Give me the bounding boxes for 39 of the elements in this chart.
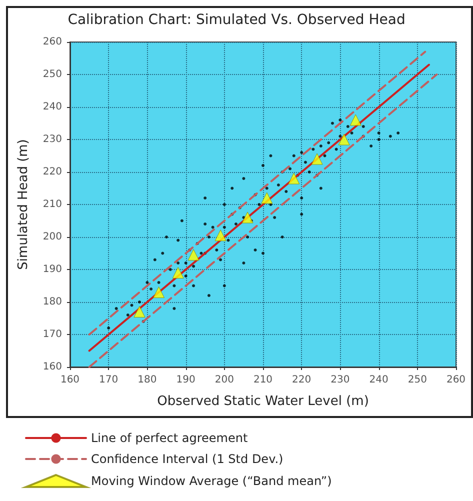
y-tick-label: 240 [42, 102, 62, 112]
point [350, 114, 362, 126]
y-tick-label: 220 [42, 166, 62, 178]
x-tick-label: 260 [446, 374, 466, 386]
point [172, 267, 184, 278]
point [261, 192, 273, 204]
y-tick-label: 190 [42, 264, 62, 275]
x-tick-label: 200 [214, 374, 234, 386]
point [214, 230, 226, 242]
legend-label: Moving Window Average (“Band mean”) [91, 474, 332, 488]
legend-label: Line of perfect agreement [91, 431, 248, 445]
y-tick-label: 170 [42, 329, 62, 340]
y-tick-label: 160 [42, 362, 62, 372]
chart-title: Calibration Chart: Simulated Vs. Observed Head [68, 12, 406, 28]
y-tick-label: 180 [42, 296, 62, 308]
legend-label: Confidence Interval (1 Std Dev.) [91, 452, 284, 466]
y-tick-label: 250 [42, 69, 62, 80]
x-tick-label: 160 [60, 374, 80, 386]
x-tick-label: 180 [138, 374, 157, 386]
y-tick-label: 200 [42, 232, 62, 242]
point [188, 249, 200, 261]
y-axis-title: Simulated Head (m) [16, 139, 31, 270]
x-tick-label: 190 [176, 374, 196, 386]
point [338, 134, 350, 146]
point [134, 306, 146, 318]
x-tick-label: 250 [408, 374, 427, 386]
x-tick-label: 240 [369, 374, 388, 386]
x-tick-label: 220 [292, 374, 312, 386]
point [242, 212, 254, 224]
x-axis-title: Observed Static Water Level (m) [157, 394, 369, 409]
y-tick-label: 210 [42, 199, 62, 210]
x-tick-label: 230 [330, 374, 350, 386]
x-tick-label: 210 [253, 374, 273, 386]
y-tick-label: 230 [42, 134, 62, 145]
point [153, 286, 165, 298]
point [288, 172, 300, 184]
point [311, 153, 323, 165]
y-tick-label: 260 [42, 36, 62, 48]
x-tick-label: 170 [99, 374, 118, 386]
